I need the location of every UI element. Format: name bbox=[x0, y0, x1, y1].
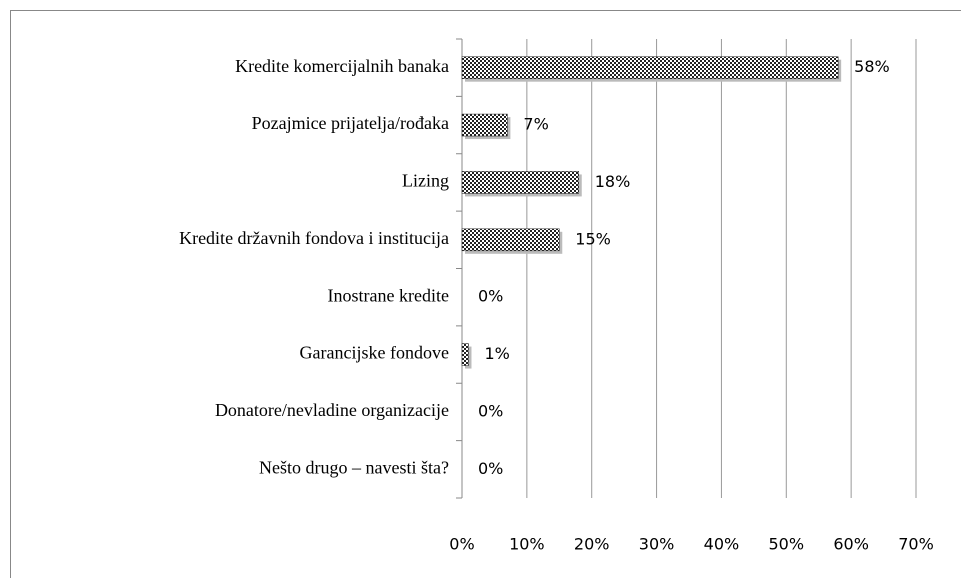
value-label: 1% bbox=[484, 344, 509, 363]
x-tick-label: 10% bbox=[509, 535, 545, 554]
x-tick-label: 30% bbox=[639, 535, 675, 554]
y-tick-label: Garancijske fondove bbox=[300, 343, 449, 363]
bar bbox=[461, 171, 579, 194]
value-label: 7% bbox=[523, 115, 548, 134]
bar bbox=[461, 56, 839, 79]
y-tick-label: Donatore/nevladine organizacije bbox=[215, 400, 449, 420]
y-tick-label: Nešto drugo – navesti šta? bbox=[259, 457, 449, 477]
value-label: 0% bbox=[478, 401, 503, 420]
y-tick-label: Pozajmice prijatelja/rođaka bbox=[252, 113, 449, 133]
value-label: 15% bbox=[575, 229, 611, 248]
y-tick-label: Kredite komercijalnih banaka bbox=[235, 56, 449, 76]
chart-frame bbox=[10, 10, 961, 578]
y-tick-label: Lizing bbox=[402, 171, 449, 191]
x-tick-label: 70% bbox=[898, 535, 934, 554]
x-tick-label: 0% bbox=[449, 535, 474, 554]
bar bbox=[461, 228, 560, 252]
y-tick-label: Kredite državnih fondova i institucija bbox=[179, 228, 449, 248]
value-label: 58% bbox=[854, 57, 890, 76]
value-label: 0% bbox=[478, 287, 503, 306]
x-tick-label: 50% bbox=[769, 535, 805, 554]
x-tick-label: 40% bbox=[704, 535, 740, 554]
y-tick-label: Inostrane kredite bbox=[328, 285, 449, 305]
bar bbox=[461, 343, 469, 366]
x-tick-label: 20% bbox=[574, 535, 610, 554]
x-tick-label: 60% bbox=[833, 535, 869, 554]
value-label: 18% bbox=[595, 172, 631, 191]
bar bbox=[461, 113, 508, 137]
value-label: 0% bbox=[478, 459, 503, 478]
